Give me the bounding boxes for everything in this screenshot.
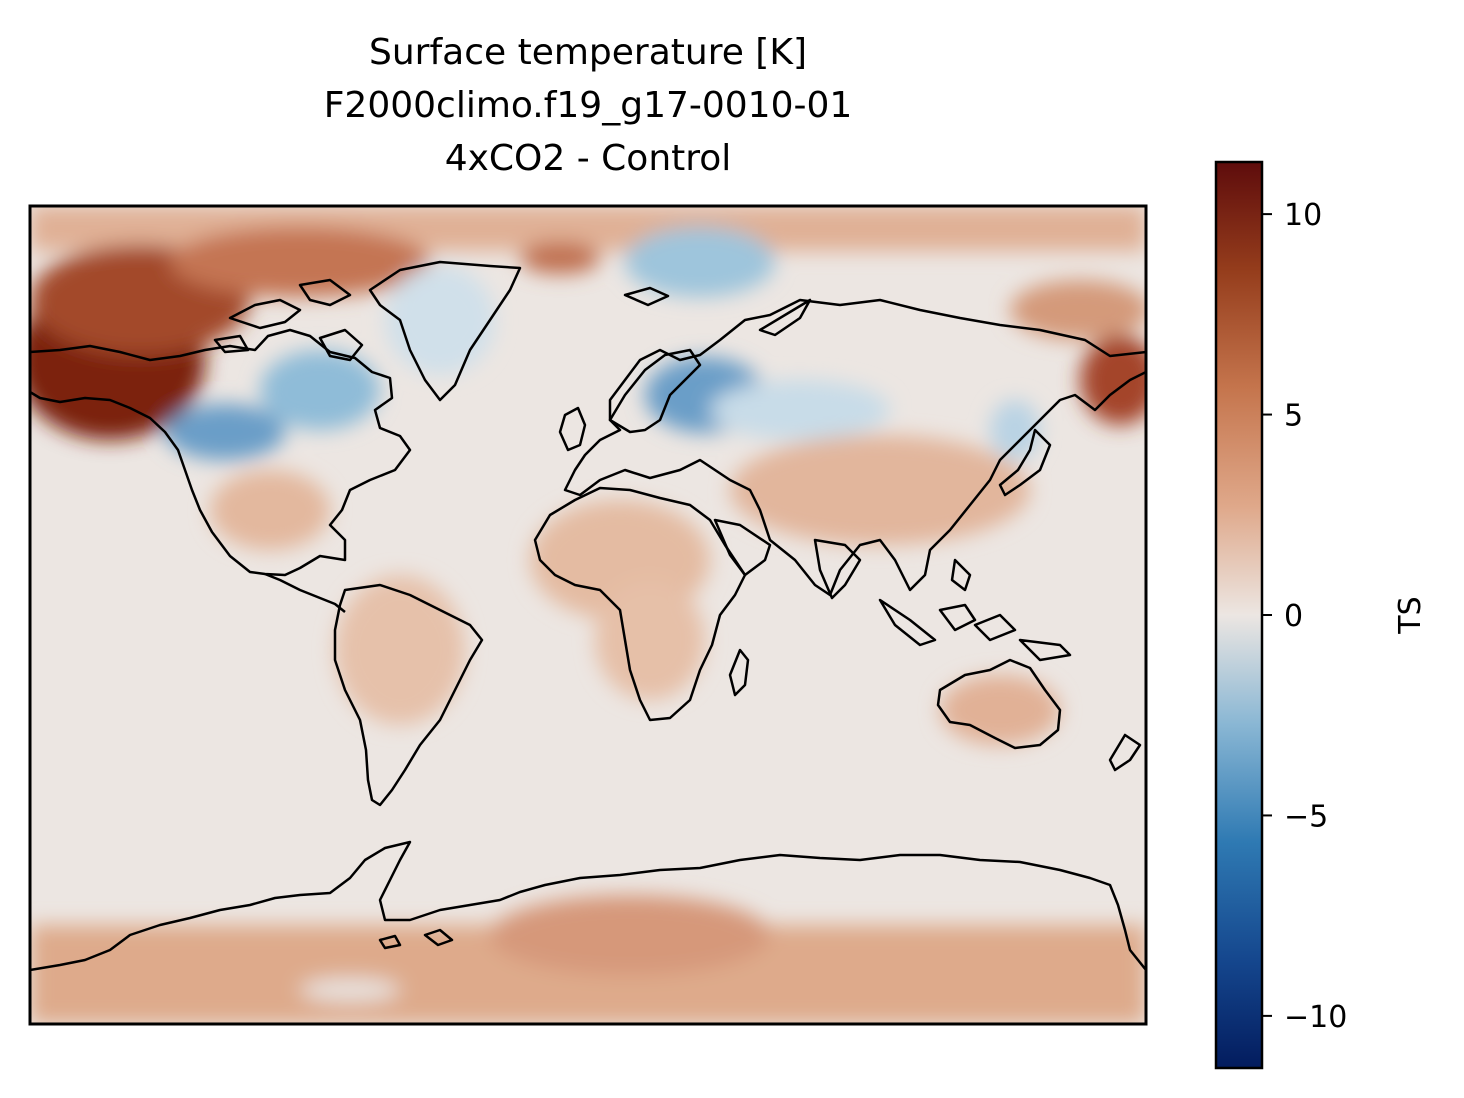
coast-south-america: [333, 583, 484, 807]
colorbar-gradient: [1216, 162, 1262, 1068]
colorbar-label: TS: [1393, 596, 1428, 634]
southern-africa-warm: [595, 580, 705, 700]
coast-india: [813, 538, 862, 600]
title-line-3: 4xCO2 - Control: [444, 138, 732, 179]
coast-british-isles: [558, 406, 587, 452]
western-canada-cool: [165, 404, 285, 460]
coast-japan: [998, 428, 1052, 497]
coast-eurasia: [563, 298, 1146, 597]
coast-central-america: [264, 572, 346, 613]
coast-svalbard: [623, 286, 670, 307]
colorbar-tick-label: 5: [1284, 399, 1303, 434]
south-america-warm: [335, 575, 465, 725]
coast-australia: [936, 658, 1062, 750]
coastlines: [30, 260, 1146, 972]
coast-madagascar: [728, 648, 750, 697]
asia-warm: [730, 435, 1030, 545]
colorbar-tick-label: 0: [1284, 599, 1303, 634]
coast-indonesia: [878, 558, 1072, 662]
colorbar: 10 5 0 −5 −10 TS: [1214, 160, 1428, 1070]
canadian-arctic-warm: [170, 227, 430, 297]
manchuria-cool: [990, 400, 1040, 460]
coast-arabia: [713, 518, 772, 577]
russia-cool: [710, 380, 890, 440]
colorbar-tick-label: −10: [1284, 1000, 1347, 1035]
coast-greenland: [368, 260, 522, 402]
hudson-cool: [260, 350, 380, 430]
coast-antarctica: [30, 840, 1146, 972]
coast-arctic-islands: [213, 278, 364, 362]
australia-warm: [940, 675, 1060, 745]
east-siberia-warm: [1010, 280, 1146, 340]
coast-scandinavia: [608, 348, 702, 434]
coast-new-zealand: [1108, 733, 1142, 772]
colorbar-tick-label: 10: [1284, 198, 1322, 233]
colorbar-ticks: 10 5 0 −5 −10: [1262, 198, 1347, 1035]
north-america-warm: [210, 470, 330, 550]
title-line-1: Surface temperature [K]: [368, 32, 807, 73]
chukotka-warm: [1080, 335, 1146, 425]
coast-antarctic-peninsula: [378, 928, 454, 950]
temperature-field: [30, 206, 1146, 1024]
title-line-2: F2000climo.f19_g17-0010-01: [323, 85, 853, 126]
chart-title: Surface temperature [K] F2000climo.f19_g…: [30, 26, 1146, 185]
greenland-sea-warm: [520, 242, 600, 274]
map-frame: [28, 204, 1148, 1026]
greenland-cool: [385, 265, 495, 375]
coast-africa: [533, 486, 747, 722]
colorbar-tick-label: −5: [1284, 799, 1328, 834]
east-antarctic-warm: [490, 895, 770, 975]
weddell-neutral: [300, 978, 400, 1002]
coast-novaya-zemlya: [758, 298, 812, 337]
barents-cool: [625, 227, 775, 297]
